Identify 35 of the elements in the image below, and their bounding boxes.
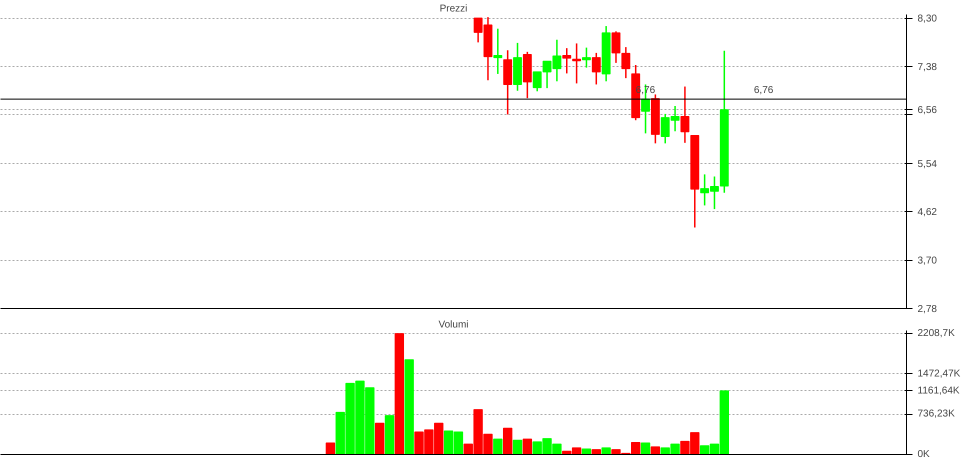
bar [493,438,502,454]
y-tick-label: 4,62 [918,207,938,218]
chart-title: Prezzi [440,4,468,14]
y-tick-label: 8,30 [918,14,938,25]
y-tick-label: 0K [918,449,930,460]
y-tick-label: 736,23K [918,408,956,420]
y-tick-label: 5,54 [918,158,938,170]
bar [512,440,522,454]
candlestick [582,46,591,68]
y-tick-label: 2208,7K [918,328,956,340]
y-tick-label: 1472,47K [918,368,961,380]
bar [650,446,660,454]
candlestick [562,47,572,74]
y-tick-label: 2,78 [918,304,938,315]
bar [374,422,384,454]
candlestick [493,28,502,75]
bar [601,447,611,454]
bar [640,442,650,454]
chart-title: Volumi [438,320,469,330]
y-tick-label: 7,38 [918,62,938,74]
y-tick-label: 6,56 [918,105,938,116]
y-tick-label: 3,70 [918,256,938,267]
y-tick-label: 1161,64K [918,385,960,396]
text: 6,76 [754,85,774,96]
bar [404,359,414,454]
bar [502,428,512,454]
bar [384,415,394,454]
bar [394,333,404,454]
candlestick [680,86,690,144]
bar [592,449,601,454]
bar [582,448,592,454]
bar [326,442,336,454]
candlestick [572,42,582,84]
bar [522,438,532,454]
candlestick [592,52,601,86]
